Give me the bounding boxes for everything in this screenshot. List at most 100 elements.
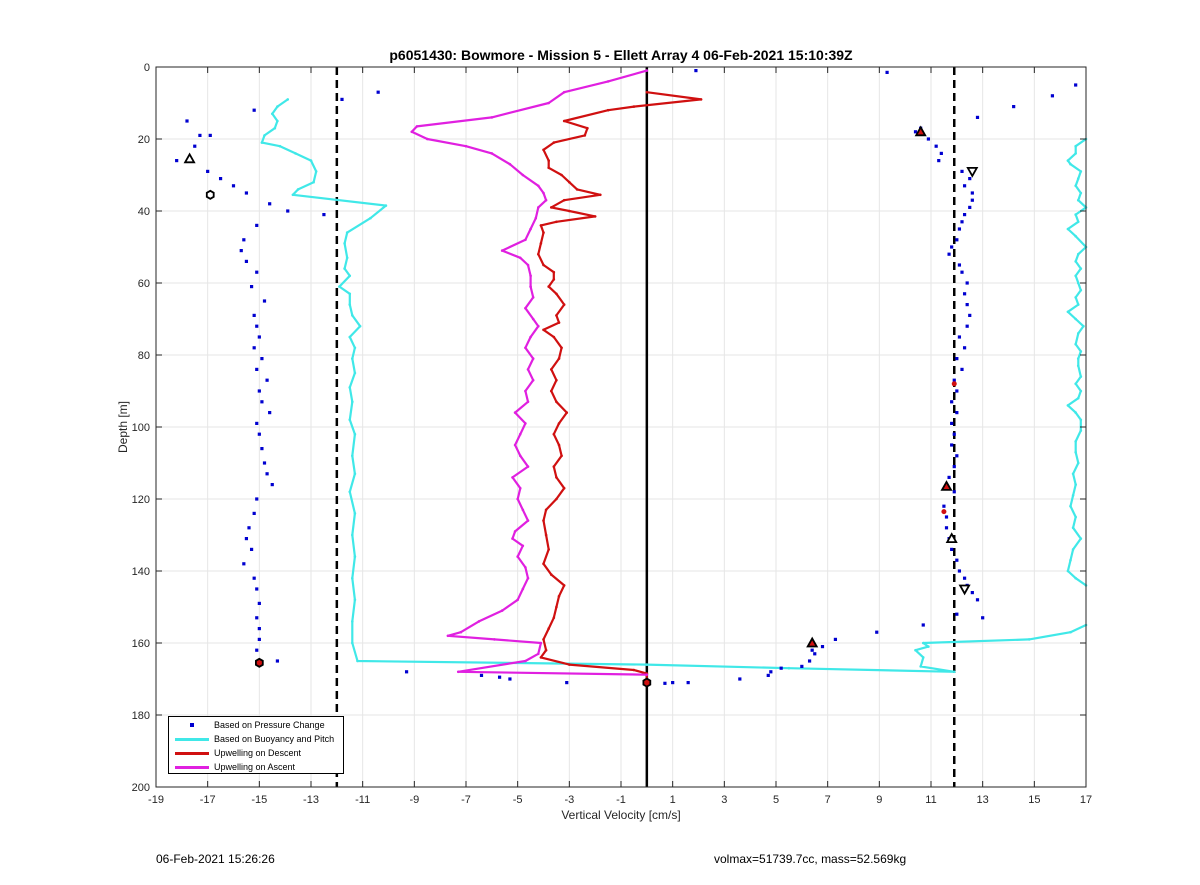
pressure-point <box>497 675 502 679</box>
pressure-point <box>255 497 259 501</box>
x-tick-label: 9 <box>876 794 882 806</box>
pressure-point <box>934 144 938 148</box>
pressure-point <box>970 198 974 202</box>
series-vertex <box>1071 494 1075 497</box>
series-vertex <box>544 198 548 202</box>
pressure-point <box>769 670 773 674</box>
pressure-point <box>252 108 256 112</box>
pressure-point <box>260 447 264 451</box>
pressure-point <box>257 335 261 339</box>
marker-dot <box>941 509 947 515</box>
series-vertex <box>294 152 297 155</box>
pressure-point <box>952 378 956 382</box>
series-vertex <box>557 422 561 425</box>
pressure-point <box>962 213 967 217</box>
series-vertex <box>524 389 527 393</box>
series-vertex <box>410 130 414 134</box>
pressure-point <box>955 357 959 361</box>
series-line <box>410 69 648 676</box>
series-vertex <box>286 98 290 101</box>
series-vertex <box>516 555 519 558</box>
series-vertex <box>477 620 481 623</box>
series-vertex <box>276 119 279 123</box>
series-vertex <box>314 170 318 173</box>
series-vertex <box>312 180 315 184</box>
series-vertex <box>645 673 649 676</box>
series-vertex <box>583 134 587 137</box>
series-vertex <box>555 314 558 317</box>
footer-vehicle-info: volmax=51739.7cc, mass=52.569kg <box>714 852 907 866</box>
y-tick-label: 20 <box>138 134 150 146</box>
series-vertex <box>542 148 545 152</box>
marker-triangle-up <box>806 636 819 648</box>
series-vertex <box>1076 177 1080 180</box>
pressure-point <box>340 97 344 101</box>
series-vertex <box>351 576 354 580</box>
pressure-point <box>944 515 949 519</box>
series-vertex <box>518 454 522 458</box>
pressure-point <box>247 526 251 530</box>
marker-triangle-down <box>958 584 971 596</box>
series-vertex <box>531 317 535 321</box>
x-tick-label: -7 <box>461 794 471 806</box>
series-vertex <box>537 206 540 209</box>
series-vertex <box>351 400 354 404</box>
series-vertex <box>353 371 357 375</box>
series-vertex <box>345 231 349 234</box>
series-vertex <box>1074 184 1077 188</box>
series-vertex <box>343 242 346 245</box>
series-vertex <box>1066 310 1070 314</box>
pressure-point <box>955 612 959 616</box>
series-vertex <box>263 134 266 137</box>
y-tick-label: 80 <box>138 350 150 362</box>
pressure-point <box>268 202 272 206</box>
series-vertex <box>1076 332 1080 335</box>
y-tick-label: 120 <box>132 494 150 506</box>
pressure-point <box>244 259 249 263</box>
pressure-point <box>255 587 259 591</box>
pressure-point <box>779 666 783 670</box>
series-line <box>537 91 703 683</box>
series-vertex <box>521 173 525 177</box>
series-vertex <box>1074 317 1077 321</box>
pressure-point <box>921 623 925 627</box>
marker-triangle-up <box>940 480 953 491</box>
pressure-point <box>800 664 804 668</box>
series-vertex <box>338 285 341 288</box>
series-vertex <box>518 432 522 436</box>
x-tick-label: -3 <box>564 794 574 806</box>
series-vertex <box>513 411 517 414</box>
series-vertex <box>1069 162 1072 166</box>
pressure-point <box>257 389 261 393</box>
x-tick-label: -17 <box>200 794 216 806</box>
pressure-point <box>479 673 484 677</box>
x-tick-label: -5 <box>513 794 523 806</box>
pressure-point <box>249 547 254 551</box>
series-vertex <box>557 321 561 324</box>
pressure-point <box>913 130 918 134</box>
series-vertex <box>919 665 922 668</box>
pressure-point <box>942 504 946 508</box>
series-vertex <box>1066 227 1070 231</box>
series-vertex <box>547 285 550 288</box>
series-vertex <box>493 638 496 641</box>
series-vertex <box>353 512 357 515</box>
pressure-point <box>960 169 964 173</box>
x-tick-label: 13 <box>977 794 989 806</box>
pressure-point <box>885 70 889 74</box>
series-vertex <box>952 670 956 674</box>
pressure-point <box>952 465 956 469</box>
series-vertex <box>1076 461 1080 465</box>
series-vertex <box>1074 342 1077 346</box>
series-vertex <box>544 508 548 512</box>
y-axis-label: Depth [m] <box>116 401 130 453</box>
chart-title: p6051430: Bowmore - Mission 5 - Ellett A… <box>389 47 853 63</box>
pressure-point <box>255 616 259 620</box>
pressure-point <box>950 245 954 249</box>
pressure-point <box>952 490 956 494</box>
series-vertex <box>1069 558 1072 562</box>
series-vertex <box>1074 260 1077 263</box>
pressure-point <box>960 220 964 224</box>
series-vertex <box>542 562 545 566</box>
